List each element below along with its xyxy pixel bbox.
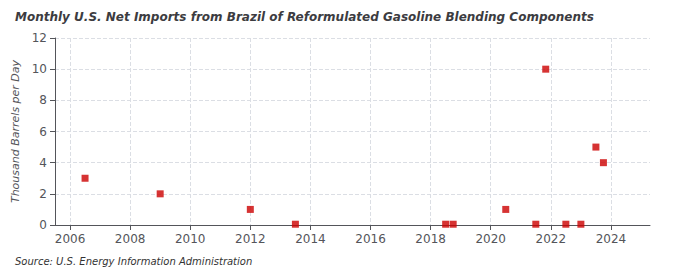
svg-text:0: 0 [39, 218, 47, 232]
svg-text:2: 2 [39, 187, 47, 201]
svg-text:4: 4 [39, 156, 47, 170]
svg-text:2006: 2006 [55, 232, 86, 246]
svg-text:2010: 2010 [175, 232, 206, 246]
svg-text:2008: 2008 [115, 232, 146, 246]
svg-text:8: 8 [39, 93, 47, 107]
svg-text:2014: 2014 [295, 232, 326, 246]
svg-text:Thousand Barrels per Day: Thousand Barrels per Day [9, 59, 22, 203]
svg-text:2012: 2012 [235, 232, 266, 246]
svg-text:12: 12 [32, 31, 47, 45]
svg-text:2020: 2020 [475, 232, 506, 246]
svg-text:2018: 2018 [415, 232, 446, 246]
svg-text:10: 10 [32, 62, 47, 76]
svg-text:2024: 2024 [596, 232, 627, 246]
svg-text:6: 6 [39, 125, 47, 139]
svg-text:Source: U.S. Energy Informatio: Source: U.S. Energy Information Administ… [15, 256, 252, 267]
svg-text:2022: 2022 [536, 232, 567, 246]
svg-text:2016: 2016 [355, 232, 386, 246]
svg-text:Monthly U.S. Net Imports from: Monthly U.S. Net Imports from Brazil of … [15, 10, 594, 24]
